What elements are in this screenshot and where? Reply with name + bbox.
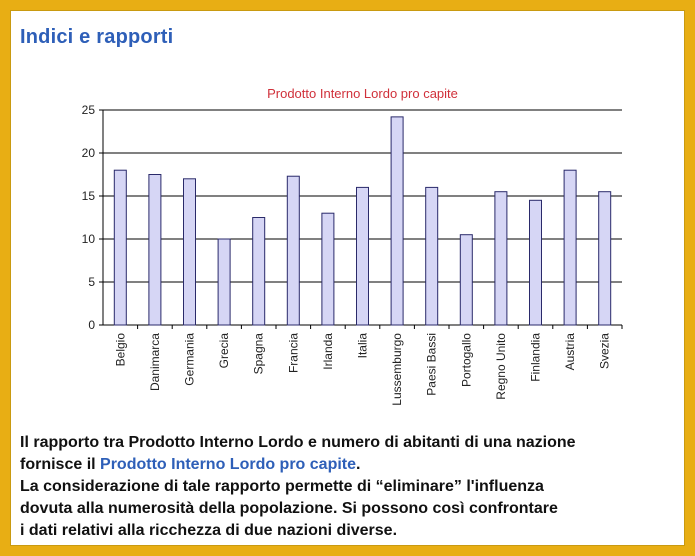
bar-chart: 0 5 10 15 20 25 Belgio Danimarca Germania Grecia S… [82,103,623,406]
y-tick-label: 0 [88,318,95,332]
bar [252,217,266,326]
x-tick-label: Lussemburgo [390,333,404,406]
x-tick-label: Francia [286,333,300,373]
bar [286,175,300,326]
bar [459,234,473,326]
x-tick-label: Paesi Bassi [425,333,439,396]
x-tick-label: Germania [183,333,197,386]
y-tick-label: 15 [82,189,96,203]
bar [563,169,577,326]
y-tick-label: 5 [88,275,95,289]
description-line-3: La considerazione di tale rapporto perme… [20,478,544,495]
page-title: Indici e rapporti [20,26,174,48]
description-text: Il rapporto tra Prodotto Interno Lordo e… [20,432,576,542]
x-tick-label: Irlanda [321,333,335,370]
description-line-2: fornisce il Prodotto Interno Lordo pro c… [20,454,576,476]
y-tick-label: 20 [82,146,96,160]
description-line-1: Il rapporto tra Prodotto Interno Lordo e… [20,434,576,451]
bar [356,186,369,326]
bar [529,199,542,326]
bar [425,186,439,326]
inner-border [10,10,685,546]
description-line-2-prefix: fornisce il [20,456,101,473]
x-tick-label: Portogallo [459,333,473,387]
x-tick-label: Grecia [217,333,231,369]
description-line-4: dovuta alla numerosità della popolazione… [20,500,558,517]
bar [183,178,196,326]
pil-pro-capite-link[interactable]: Prodotto Interno Lordo pro capite [100,456,357,473]
bar [148,174,162,326]
bar [598,191,612,326]
x-tick-label: Regno Unito [494,333,508,400]
x-tick-label: Austria [563,333,577,371]
description-line-2-suffix: . [356,456,361,473]
bar [390,116,404,326]
x-tick-label: Belgio [113,333,127,367]
x-tick-label: Svezia [598,333,612,369]
y-tick-label: 25 [82,103,96,117]
chart-title: Prodotto Interno Lordo pro capite [267,86,458,101]
y-tick-label: 10 [82,232,96,246]
x-tick-label: Spagna [252,333,266,375]
bar [113,169,127,326]
bar [321,212,335,326]
x-tick-label: Danimarca [148,333,162,391]
bar [494,191,508,326]
description-line-5: i dati relativi alla ricchezza di due na… [20,522,398,539]
bar [217,238,231,326]
x-tick-label: Italia [356,333,370,359]
x-tick-label: Finlandia [529,333,543,382]
